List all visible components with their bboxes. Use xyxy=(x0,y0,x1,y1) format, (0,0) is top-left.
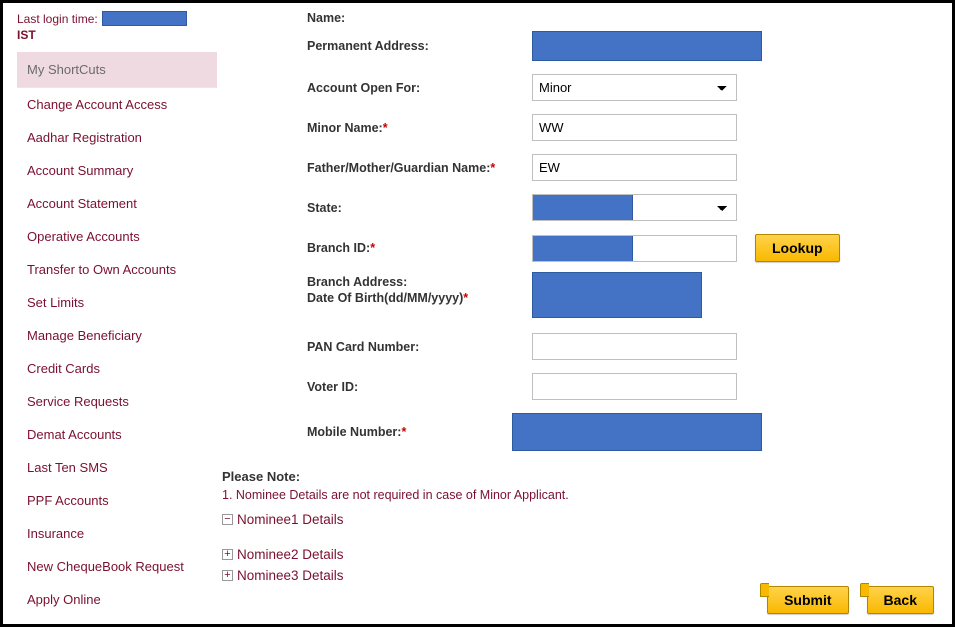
sidebar-item-transfer-own[interactable]: Transfer to Own Accounts xyxy=(17,253,217,286)
account-open-for-label: Account Open For: xyxy=(307,81,532,95)
shortcuts-header: My ShortCuts xyxy=(17,52,217,87)
page-frame: Last login time: IST My ShortCuts Change… xyxy=(0,0,955,627)
expand-icon: + xyxy=(222,570,233,581)
sidebar-item-ppf-accounts[interactable]: PPF Accounts xyxy=(17,484,217,517)
sidebar-item-account-summary[interactable]: Account Summary xyxy=(17,154,217,187)
state-value-mask xyxy=(533,195,633,220)
minor-name-input[interactable] xyxy=(532,114,737,141)
sidebar-item-account-statement[interactable]: Account Statement xyxy=(17,187,217,220)
notes-section: Please Note: 1. Nominee Details are not … xyxy=(222,469,938,583)
voter-id-label: Voter ID: xyxy=(307,380,532,394)
bottom-buttons: Submit Back xyxy=(767,586,934,614)
last-login-line: Last login time: xyxy=(17,11,217,26)
sidebar-item-credit-cards[interactable]: Credit Cards xyxy=(17,352,217,385)
sidebar-item-apply-online[interactable]: Apply Online xyxy=(17,583,217,616)
sidebar: Last login time: IST My ShortCuts Change… xyxy=(17,11,217,616)
branch-id-input[interactable] xyxy=(532,235,737,262)
sidebar-item-last-ten-sms[interactable]: Last Ten SMS xyxy=(17,451,217,484)
mobile-value-mask xyxy=(512,413,762,451)
sidebar-item-manage-beneficiary[interactable]: Manage Beneficiary xyxy=(17,319,217,352)
main-form: Name: Permanent Address: Account Open Fo… xyxy=(217,11,938,616)
last-login-value-mask xyxy=(102,11,187,26)
expand-icon: + xyxy=(222,549,233,560)
collapse-icon: − xyxy=(222,514,233,525)
sidebar-item-new-chequebook[interactable]: New ChequeBook Request xyxy=(17,550,217,583)
submit-button[interactable]: Submit xyxy=(767,586,848,614)
address-label: Permanent Address: xyxy=(307,39,532,53)
notes-title: Please Note: xyxy=(222,469,938,484)
name-label: Name: xyxy=(307,11,532,25)
sidebar-menu: Change Account Access Aadhar Registratio… xyxy=(17,87,217,616)
account-open-for-select[interactable]: Minor xyxy=(532,74,737,101)
guardian-name-label: Father/Mother/Guardian Name:* xyxy=(307,161,532,175)
sidebar-item-set-limits[interactable]: Set Limits xyxy=(17,286,217,319)
branch-id-label: Branch ID:* xyxy=(307,241,532,255)
sidebar-item-insurance[interactable]: Insurance xyxy=(17,517,217,550)
guardian-name-input[interactable] xyxy=(532,154,737,181)
sidebar-item-demat-accounts[interactable]: Demat Accounts xyxy=(17,418,217,451)
voter-id-input[interactable] xyxy=(532,373,737,400)
last-login-label: Last login time: xyxy=(17,12,98,26)
pan-label: PAN Card Number: xyxy=(307,340,532,354)
branch-dob-value-mask xyxy=(532,272,702,318)
pan-input[interactable] xyxy=(532,333,737,360)
nominee1-toggle[interactable]: − Nominee1 Details xyxy=(222,512,938,527)
lookup-button[interactable]: Lookup xyxy=(755,234,840,262)
sidebar-item-aadhar-registration[interactable]: Aadhar Registration xyxy=(17,121,217,154)
sidebar-item-service-requests[interactable]: Service Requests xyxy=(17,385,217,418)
branch-address-label: Branch Address: xyxy=(307,275,532,289)
timezone-label: IST xyxy=(17,28,217,42)
address-value-mask xyxy=(532,31,762,61)
mobile-label: Mobile Number:* xyxy=(307,425,532,439)
minor-name-label: Minor Name:* xyxy=(307,121,532,135)
sidebar-item-change-account-access[interactable]: Change Account Access xyxy=(17,88,217,121)
sidebar-item-operative-accounts[interactable]: Operative Accounts xyxy=(17,220,217,253)
back-button[interactable]: Back xyxy=(867,586,934,614)
nominee2-toggle[interactable]: + Nominee2 Details xyxy=(222,547,938,562)
branch-id-value-mask xyxy=(533,236,633,261)
dob-label: Date Of Birth(dd/MM/yyyy)* xyxy=(307,291,532,305)
state-label: State: xyxy=(307,201,532,215)
nominee3-toggle[interactable]: + Nominee3 Details xyxy=(222,568,938,583)
notes-line1: 1. Nominee Details are not required in c… xyxy=(222,488,938,502)
